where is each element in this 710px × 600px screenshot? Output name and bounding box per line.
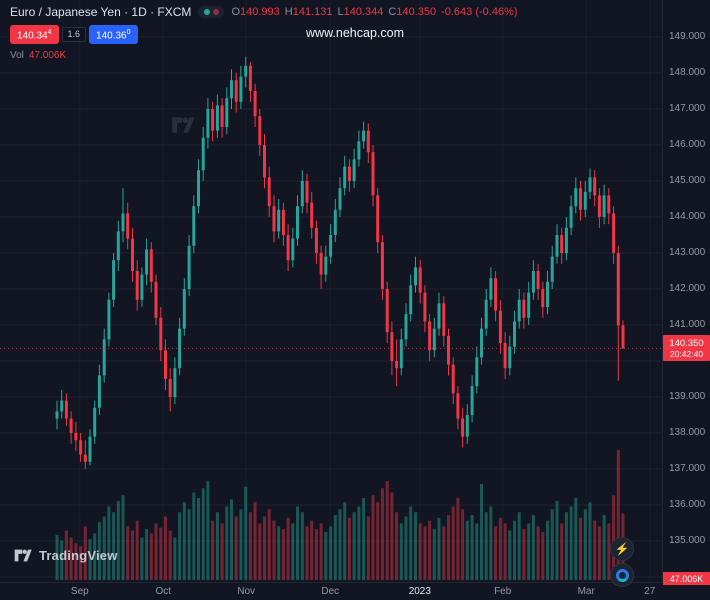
chart-legend: Euro / Japanese Yen · 1D · FXCM O140.993…	[10, 4, 518, 61]
price-label: 144.000	[669, 211, 706, 222]
high-label: H	[284, 6, 293, 18]
brand-circle-button[interactable]	[610, 563, 634, 587]
price-label: 149.000	[669, 31, 706, 42]
open-value: 140.993	[240, 6, 280, 18]
buy-button[interactable]: 140.360	[89, 25, 138, 45]
time-label: 27	[644, 586, 656, 597]
price-label: 145.000	[669, 175, 706, 186]
low-label: L	[337, 6, 344, 18]
price-label: 141.000	[669, 319, 706, 330]
lightning-icon: ⚡	[614, 542, 630, 556]
tradingview-logo-icon	[14, 549, 32, 562]
price-label: 137.000	[669, 463, 706, 474]
spread-value: 1.6	[61, 27, 87, 43]
price-label: 135.000	[669, 535, 706, 546]
time-label: Nov	[237, 586, 256, 597]
low-value: 140.344	[343, 6, 384, 18]
time-label: Feb	[494, 586, 512, 597]
price-label: 146.000	[669, 139, 706, 150]
price-label: 136.000	[669, 499, 706, 510]
price-label: 148.000	[669, 67, 706, 78]
price-label: 143.000	[669, 247, 706, 258]
last-price-badge: 140.350 20:42:40	[663, 335, 710, 362]
change-value: -0.643 (-0.46%)	[441, 6, 518, 18]
ohlc-readout: O140.993 H141.131 L140.344 C140.350 -0.6…	[231, 6, 517, 18]
time-scale[interactable]: Sep Oct Nov Dec 2023 Feb Mar 27	[0, 582, 710, 600]
time-label: Oct	[155, 586, 172, 597]
down-dot-icon	[212, 9, 219, 15]
sell-button[interactable]: 140.344	[10, 25, 59, 45]
volume-axis-badge: 47.006K	[663, 572, 710, 585]
time-label: Sep	[70, 586, 89, 597]
time-label: 2023	[408, 586, 431, 597]
volume-label: Vol	[10, 50, 24, 62]
price-label: 142.000	[669, 283, 706, 294]
tradingview-logo-text: TradingView	[39, 548, 118, 563]
up-dot-icon	[203, 9, 210, 15]
volume-value: 47.006K	[28, 50, 67, 62]
open-label: O	[231, 6, 240, 18]
tradingview-logo[interactable]: TradingView	[13, 547, 118, 564]
lightning-button[interactable]: ⚡	[610, 537, 634, 561]
time-label: Mar	[577, 586, 595, 597]
price-label: 139.000	[669, 391, 706, 402]
price-scale[interactable]: 149.000 148.000 147.000 146.000 145.000 144.0…	[662, 0, 710, 582]
price-label: 138.000	[669, 427, 706, 438]
symbol-title[interactable]: Euro / Japanese Yen · 1D · FXCM	[10, 5, 192, 19]
close-label: C	[388, 6, 397, 18]
bar-countdown: 20:42:40	[669, 348, 704, 359]
price-label: 147.000	[669, 103, 706, 114]
close-value: 140.350	[396, 6, 437, 18]
buy-sell-toggle[interactable]	[198, 6, 225, 18]
brand-ring-icon	[615, 568, 629, 582]
volume-readout: Vol 47.006K	[10, 50, 518, 61]
high-value: 141.131	[292, 6, 333, 18]
time-label: Dec	[321, 586, 340, 597]
last-price-value: 140.350	[669, 337, 704, 349]
